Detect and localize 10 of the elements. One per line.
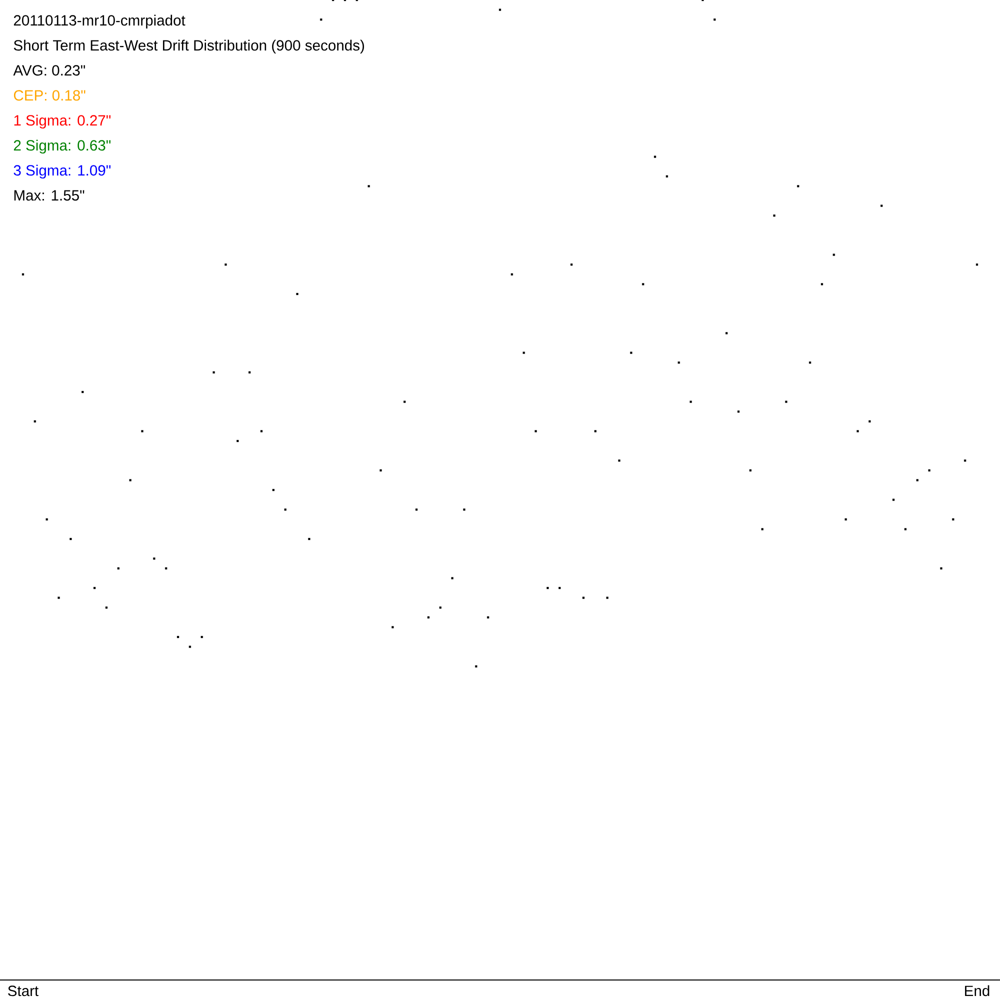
annotation: 1 Sigma: 0.27" — [14, 114, 111, 129]
text: 20110113-mr10-cmrpiadot — [14, 14, 186, 29]
annotation: 2 Sigma: 0.63" — [14, 140, 111, 154]
x-tick-label: Start — [8, 986, 39, 996]
annotation: Max: 1.55" — [14, 190, 84, 201]
x-tick-label: End — [965, 985, 990, 996]
annotation: 3 Sigma: 1.09" — [14, 164, 111, 179]
text: Short Term East-West Drift Distribution (900 seconds) — [14, 40, 364, 54]
annotation: CEP: 0.18" — [14, 90, 86, 101]
annotation: AVG: 0.23" — [13, 65, 86, 76]
